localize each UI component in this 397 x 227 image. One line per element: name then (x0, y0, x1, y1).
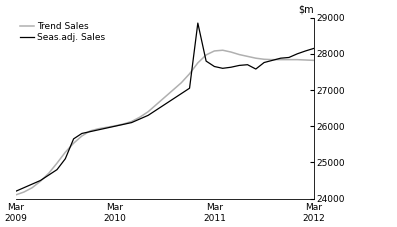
Trend Sales (229, 51, 233, 53)
Trend Sales (195, 62, 200, 64)
Trend Sales (79, 135, 84, 137)
Trend Sales (204, 54, 208, 56)
Seas.adj. Sales (195, 22, 200, 25)
Seas.adj. Sales (270, 59, 275, 62)
Seas.adj. Sales (38, 179, 43, 182)
Trend Sales (303, 59, 308, 61)
Trend Sales (71, 142, 76, 145)
Line: Seas.adj. Sales: Seas.adj. Sales (15, 23, 314, 191)
Trend Sales (129, 120, 134, 123)
Seas.adj. Sales (220, 67, 225, 70)
Seas.adj. Sales (253, 68, 258, 70)
Seas.adj. Sales (229, 66, 233, 69)
Seas.adj. Sales (311, 47, 316, 50)
Seas.adj. Sales (96, 128, 101, 131)
Trend Sales (278, 58, 283, 61)
Seas.adj. Sales (154, 109, 159, 111)
Trend Sales (287, 58, 291, 61)
Seas.adj. Sales (303, 49, 308, 52)
Seas.adj. Sales (79, 132, 84, 135)
Seas.adj. Sales (46, 174, 51, 176)
Trend Sales (137, 116, 142, 118)
Seas.adj. Sales (63, 157, 67, 160)
Seas.adj. Sales (287, 56, 291, 59)
Trend Sales (38, 180, 43, 183)
Trend Sales (96, 127, 101, 130)
Trend Sales (245, 55, 250, 58)
Trend Sales (237, 53, 242, 56)
Seas.adj. Sales (262, 61, 266, 64)
Trend Sales (270, 58, 275, 61)
Text: $m: $m (298, 4, 314, 14)
Trend Sales (113, 124, 118, 127)
Trend Sales (262, 58, 266, 61)
Trend Sales (212, 49, 217, 52)
Trend Sales (311, 59, 316, 62)
Seas.adj. Sales (88, 130, 93, 133)
Seas.adj. Sales (121, 123, 126, 126)
Trend Sales (154, 103, 159, 106)
Seas.adj. Sales (171, 98, 175, 100)
Trend Sales (46, 172, 51, 175)
Trend Sales (171, 89, 175, 91)
Seas.adj. Sales (137, 118, 142, 120)
Trend Sales (121, 123, 126, 125)
Trend Sales (146, 110, 150, 113)
Trend Sales (187, 72, 192, 75)
Seas.adj. Sales (104, 127, 109, 129)
Seas.adj. Sales (146, 114, 150, 117)
Seas.adj. Sales (212, 65, 217, 68)
Seas.adj. Sales (55, 168, 60, 171)
Seas.adj. Sales (129, 121, 134, 124)
Seas.adj. Sales (30, 183, 35, 185)
Trend Sales (30, 186, 35, 189)
Seas.adj. Sales (187, 87, 192, 90)
Seas.adj. Sales (237, 64, 242, 67)
Line: Trend Sales: Trend Sales (15, 50, 314, 195)
Seas.adj. Sales (13, 190, 18, 193)
Seas.adj. Sales (71, 138, 76, 140)
Trend Sales (295, 58, 300, 61)
Trend Sales (179, 81, 184, 84)
Trend Sales (21, 191, 26, 193)
Trend Sales (253, 57, 258, 59)
Seas.adj. Sales (295, 52, 300, 55)
Trend Sales (88, 130, 93, 132)
Seas.adj. Sales (278, 57, 283, 59)
Trend Sales (13, 194, 18, 196)
Seas.adj. Sales (21, 186, 26, 189)
Seas.adj. Sales (113, 125, 118, 128)
Seas.adj. Sales (162, 103, 167, 106)
Seas.adj. Sales (245, 63, 250, 66)
Seas.adj. Sales (179, 92, 184, 95)
Seas.adj. Sales (204, 60, 208, 62)
Legend: Trend Sales, Seas.adj. Sales: Trend Sales, Seas.adj. Sales (20, 22, 105, 42)
Trend Sales (220, 49, 225, 52)
Trend Sales (55, 162, 60, 165)
Trend Sales (63, 151, 67, 154)
Trend Sales (104, 126, 109, 129)
Trend Sales (162, 96, 167, 99)
